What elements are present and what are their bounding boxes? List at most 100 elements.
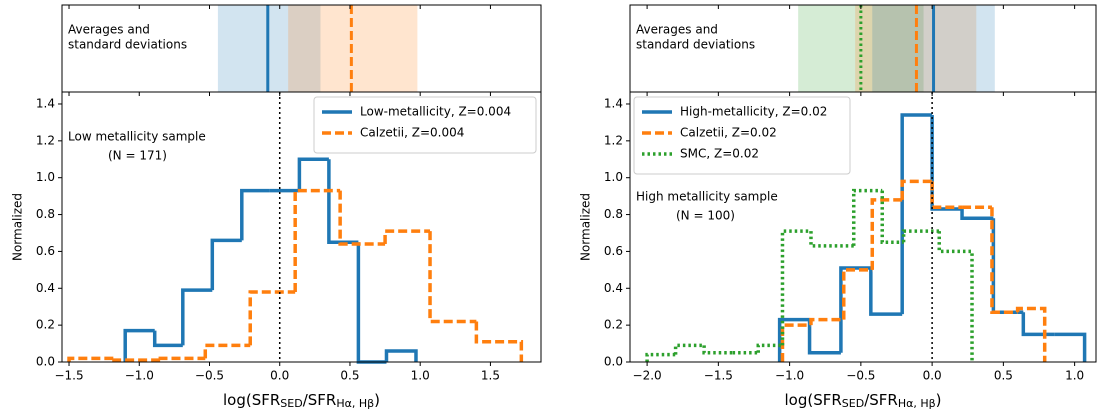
hist-bin [900, 179, 933, 200]
legend-label: Low-metallicity, Z=0.004 [360, 105, 511, 119]
x-label-part: /SFR [303, 391, 337, 409]
hist-bin [756, 343, 783, 353]
x-tick-label: 0.5 [994, 369, 1013, 383]
hist-bin [645, 352, 676, 362]
annotation: (N = 100) [676, 209, 735, 223]
strip-label: Averages and [68, 23, 150, 37]
y-axis-label: Normalized [579, 193, 593, 261]
hist-bin [158, 356, 206, 361]
hist-bin [203, 343, 251, 359]
hist-bin [181, 288, 213, 346]
hist-bin [240, 188, 270, 241]
legend-label: Calzetii, Z=0.004 [360, 126, 464, 140]
x-label-part: /SFR [864, 391, 898, 409]
hist-bin [809, 231, 854, 248]
hist-bin [293, 188, 341, 292]
annotation: Low metallicity sample [68, 130, 206, 144]
x-tick-label: 1.0 [411, 369, 430, 383]
hist-bin [673, 343, 705, 355]
axes-frame [629, 91, 1097, 363]
y-tick-label: 0.8 [36, 207, 55, 221]
hist-bin [990, 207, 1018, 314]
hist-bin [112, 358, 161, 362]
y-tick-label: 1.4 [36, 96, 55, 110]
x-tick-label: −1.0 [775, 369, 804, 383]
y-tick-label: 0.2 [36, 318, 55, 332]
hist-bin [210, 238, 242, 291]
hist-bin [383, 229, 431, 245]
hist-bin [777, 317, 810, 362]
hist-bin [839, 266, 871, 353]
x-label-part: log(SFR [223, 391, 280, 409]
hist-bin [702, 345, 733, 355]
x-label-part: Hα, Hβ [898, 397, 936, 410]
y-tick-label: 1.4 [604, 96, 623, 110]
x-axis-label: log(SFRSED/SFRHα, Hβ) [784, 391, 941, 411]
x-tick-label: 0.0 [923, 369, 942, 383]
hist-bin [870, 198, 903, 270]
y-tick-label: 1.0 [604, 170, 623, 184]
hist-bin [930, 115, 963, 211]
x-tick-label: −2.0 [633, 369, 662, 383]
hist-bin [338, 190, 386, 246]
x-tick-label: −1.5 [54, 369, 83, 383]
hist-bin [930, 181, 963, 209]
strip-label: Averages and [636, 23, 718, 37]
hist-bin [356, 242, 387, 364]
hist-bin [809, 317, 844, 326]
hist-bin [1015, 306, 1047, 362]
hist-bin [880, 190, 904, 244]
y-tick-label: 1.2 [36, 133, 55, 147]
x-label-part: log(SFR [784, 391, 841, 409]
annotation: (N = 171) [108, 149, 167, 163]
y-tick-label: 0.6 [604, 244, 623, 258]
hist-bin [384, 349, 418, 362]
legend-box [313, 96, 537, 154]
hist-bin [900, 113, 933, 315]
x-tick-label: −1.0 [125, 369, 154, 383]
y-axis-label: Normalized [11, 193, 25, 261]
x-label-part: Hα, Hβ [336, 397, 374, 410]
x-tick-label: 0.0 [270, 369, 289, 383]
hist-bin [851, 188, 883, 246]
x-label-part: SED [842, 397, 864, 410]
x-label-part: ) [936, 391, 942, 409]
hist-bin [1021, 312, 1055, 337]
hist-bin [428, 231, 477, 324]
x-tick-label: −1.5 [704, 369, 733, 383]
strip-label: standard deviations [68, 38, 187, 52]
x-tick-label: 1.0 [1065, 369, 1084, 383]
legend-label: Calzetii, Z=0.02 [680, 126, 777, 140]
y-tick-label: 0.0 [604, 355, 623, 369]
hist-bin [780, 229, 811, 346]
legend-box [633, 96, 851, 175]
x-label-part: SED [280, 397, 302, 410]
hist-bin [248, 290, 296, 346]
x-label-part: ) [374, 391, 380, 409]
hist-bin [960, 209, 994, 220]
hist-bin [869, 268, 903, 316]
strip-label: standard deviations [636, 38, 755, 52]
y-tick-label: 0.6 [36, 244, 55, 258]
y-tick-label: 0.8 [604, 207, 623, 221]
hist-bin [1054, 332, 1087, 362]
y-tick-label: 0.2 [604, 318, 623, 332]
x-tick-label: −0.5 [195, 369, 224, 383]
hist-bin [123, 328, 155, 362]
y-tick-label: 1.0 [36, 170, 55, 184]
hist-bin [991, 218, 1024, 314]
hist-bin [152, 330, 183, 348]
x-tick-label: −0.5 [846, 369, 875, 383]
hist-bin [327, 159, 359, 244]
y-tick-label: 1.2 [604, 133, 623, 147]
annotation: High metallicity sample [636, 190, 778, 204]
x-tick-label: 1.5 [481, 369, 500, 383]
hist-bin [807, 319, 841, 355]
legend-label: High-metallicity, Z=0.02 [680, 105, 827, 119]
x-axis-label: log(SFRSED/SFRHα, Hβ) [223, 391, 380, 411]
hist-bin [297, 157, 329, 191]
legend-label: SMC, Z=0.02 [680, 147, 759, 161]
x-tick-label: 0.5 [340, 369, 359, 383]
hist-bin [842, 268, 873, 320]
